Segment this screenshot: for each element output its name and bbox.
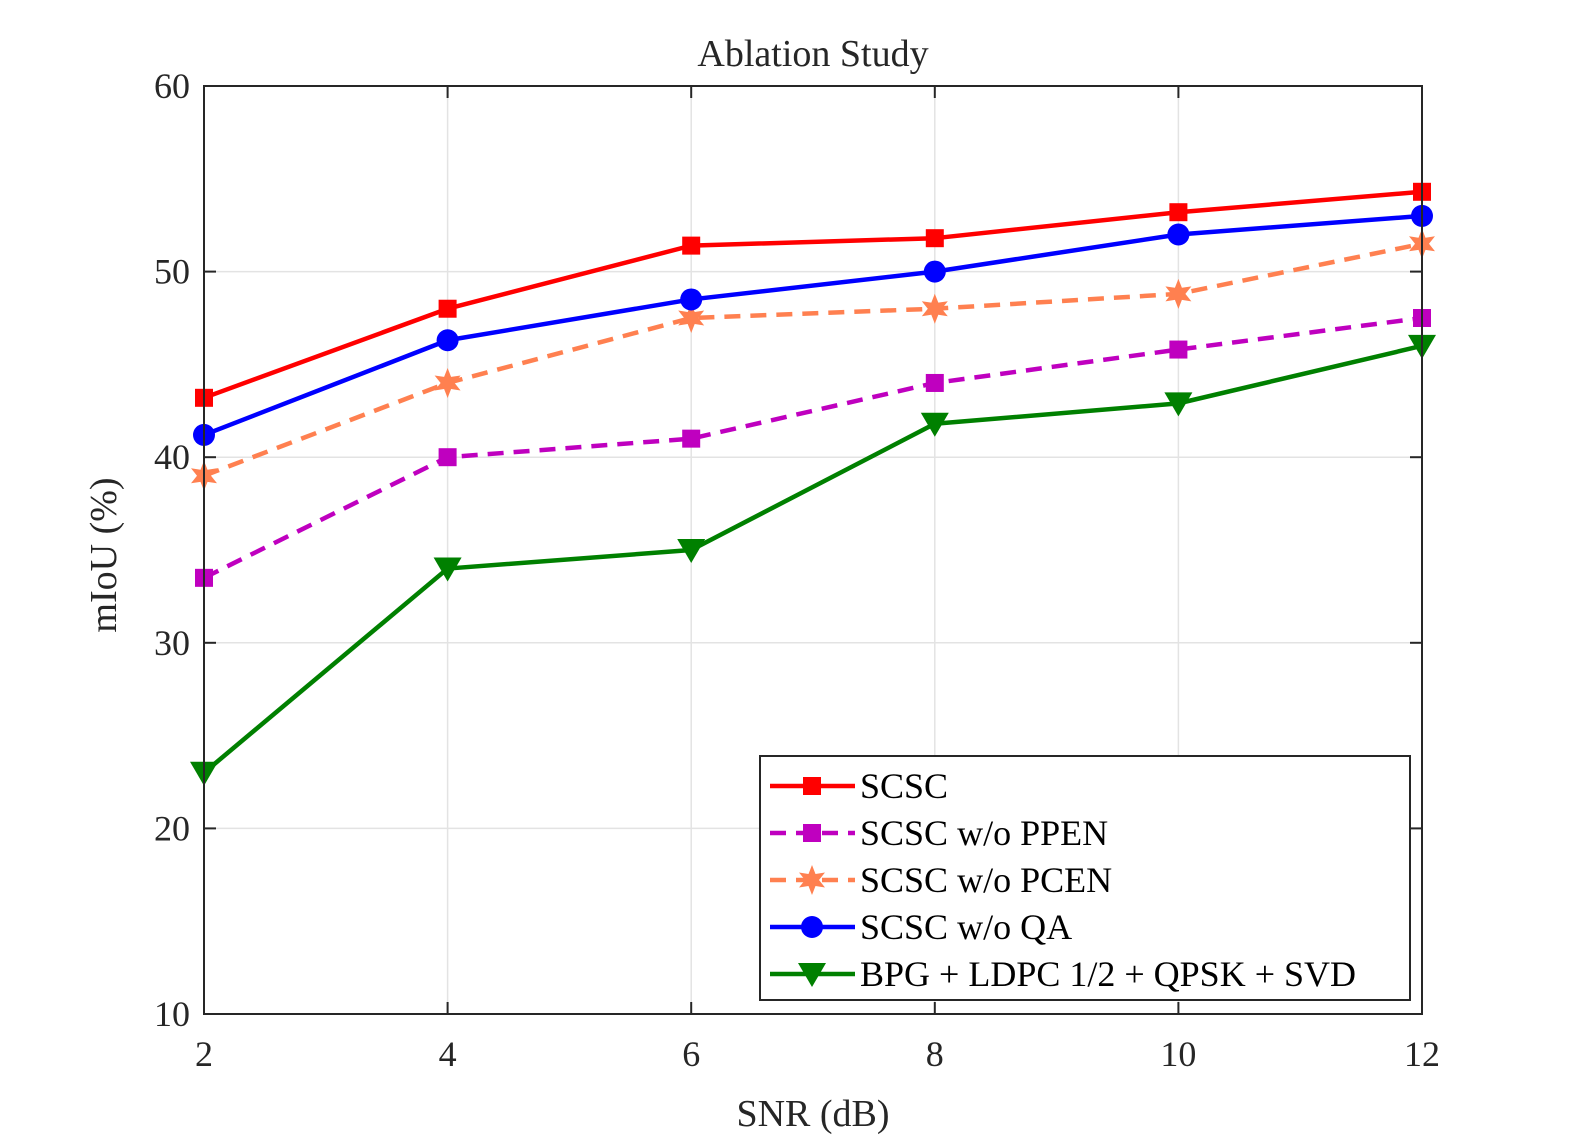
data-point [682,236,701,255]
data-point [925,229,944,248]
legend-marker [803,824,821,842]
data-point [1165,278,1192,309]
chart-title: Ablation Study [697,33,928,75]
y-tick-label: 30 [154,623,190,663]
data-point [677,539,706,563]
series-line [202,343,1423,775]
data-point [1167,223,1190,246]
ticks: 2 4 6 8 10 12 10 20 30 40 50 60 [154,66,1440,1074]
legend-entry: SCSC w/o QA [770,907,1072,947]
data-point [436,329,459,352]
legend-entry: BPG + LDPC 1/2 + QPSK + SVD [770,954,1356,994]
x-tick-label: 2 [195,1034,213,1074]
y-axis-label: mIoU (%) [83,477,125,632]
data-point [923,260,946,283]
legend-entry: SCSC w/o PPEN [770,813,1108,853]
legend-marker [803,777,821,795]
data-point [925,373,944,392]
x-tick-label: 6 [682,1034,700,1074]
series-line [203,189,1423,400]
legend-marker [799,865,825,895]
y-tick-label: 50 [154,252,190,292]
data-point [1169,340,1188,359]
data-point [920,412,949,437]
legend-label: SCSC w/o QA [860,907,1072,947]
series-line [203,213,1423,438]
legend-marker [798,963,826,987]
legend-label: SCSC [860,766,948,806]
legend-entry: SCSC w/o PCEN [770,860,1112,900]
series-line [203,315,1423,580]
series-3 [193,204,1433,446]
data-point [438,448,457,467]
data-point [1169,203,1188,222]
y-tick-label: 40 [154,437,190,477]
legend-label: SCSC w/o PPEN [860,813,1108,853]
legend-entry: SCSC [770,766,948,806]
x-tick-label: 12 [1404,1034,1440,1074]
legend-box [759,755,1411,1001]
x-tick-label: 8 [926,1034,944,1074]
series-line [203,241,1423,478]
plot-frame [203,85,1423,1015]
y-tick-label: 20 [154,808,190,848]
legend-label: SCSC w/o PCEN [860,860,1112,900]
data-point [434,367,461,398]
legend-label: BPG + LDPC 1/2 + QPSK + SVD [860,954,1356,994]
x-axis-label: SNR (dB) [736,1093,889,1135]
data-point [1164,392,1193,417]
data-point [438,299,457,318]
data-point [680,288,703,311]
x-tick-label: 10 [1160,1034,1196,1074]
legend-marker [801,916,823,938]
data-point [682,429,701,448]
data-point [433,557,462,582]
y-tick-label: 60 [154,66,190,106]
y-tick-label: 10 [154,994,190,1034]
data-point [921,293,948,324]
legend: SCSC SCSC w/o PPEN SCSC w/o PCEN SCSC w/o Q… [759,755,1411,1001]
series-layer [190,182,1436,786]
x-tick-label: 4 [439,1034,457,1074]
data-point [678,303,705,333]
